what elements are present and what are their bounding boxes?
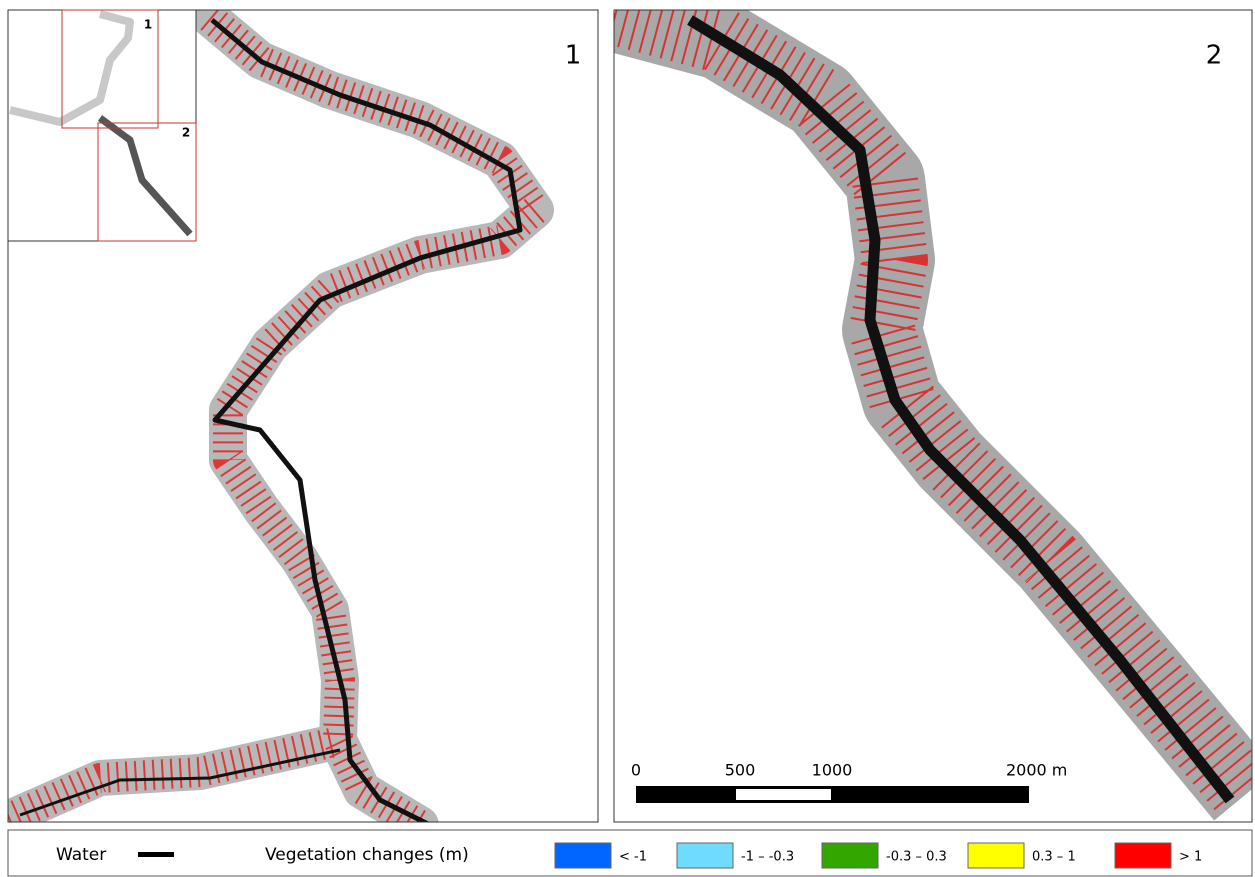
legend — [7, 829, 1253, 877]
legend-title: Vegetation changes (m) — [265, 845, 469, 865]
scale-label: 500 — [725, 761, 756, 780]
inset-box — [61, 9, 159, 129]
scale-label: 0 — [631, 761, 641, 780]
legend-label: > 1 — [1179, 850, 1202, 865]
panel-frame — [7, 9, 599, 823]
panel-label: 1 — [565, 41, 582, 71]
panel-frame — [613, 9, 1253, 823]
map-left — [8, 10, 554, 822]
inset-label: 2 — [182, 126, 190, 140]
scale-bar-segment — [736, 789, 831, 800]
panel-label: 2 — [1206, 41, 1223, 71]
inset-box — [97, 122, 197, 242]
legend-swatch — [1114, 842, 1172, 869]
legend-label: 0.3 – 1 — [1032, 850, 1076, 865]
legend-items: < -1 -1 – -0.3 -0.3 – 0.3 0.3 – 1 > 1 — [554, 842, 1202, 869]
scale-label: 2000 m — [1006, 761, 1067, 780]
legend-water-swatch — [138, 852, 174, 857]
scale-bar — [636, 786, 1029, 803]
legend-swatch — [676, 842, 734, 869]
legend-label: -1 – -0.3 — [741, 850, 794, 865]
inset-label: 1 — [144, 18, 152, 32]
map-right — [614, 10, 1252, 821]
legend-label: -0.3 – 0.3 — [886, 850, 947, 865]
legend-swatch — [554, 842, 612, 869]
legend-swatch — [967, 842, 1025, 869]
legend-label: < -1 — [619, 850, 647, 865]
legend-water-label: Water — [56, 845, 106, 865]
legend-swatch — [821, 842, 879, 869]
scale-label: 1000 — [812, 761, 853, 780]
